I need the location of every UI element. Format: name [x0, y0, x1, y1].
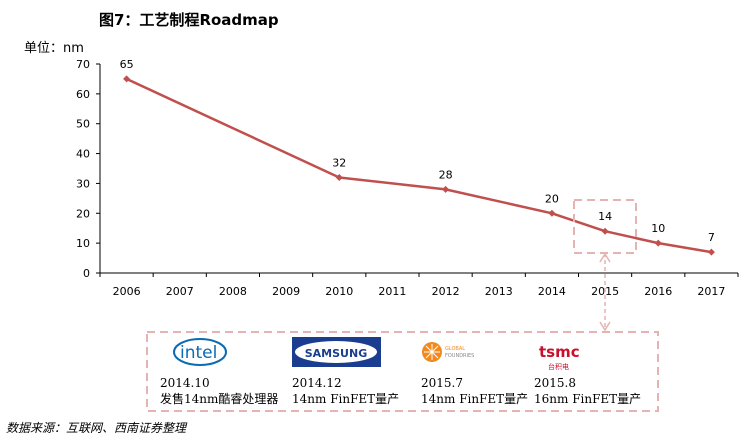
- companies-panel: [146, 331, 659, 412]
- series-line: [126, 77, 712, 254]
- data-point: [123, 75, 131, 83]
- tsmc-logo: tsmc 台积电: [539, 343, 580, 371]
- tsmc-logo-text: tsmc: [539, 343, 580, 361]
- highlight-box: [573, 199, 637, 254]
- x-tick-label: 2010: [325, 285, 353, 298]
- x-tick-label: 2013: [485, 285, 513, 298]
- data-point: [601, 227, 609, 235]
- y-tick-label: 0: [83, 267, 90, 280]
- intel-desc: 发售14nm酷睿处理器: [160, 391, 278, 406]
- y-tick-label: 70: [76, 58, 90, 71]
- x-tick-label: 2011: [378, 285, 406, 298]
- globalfoundries-logo: GLOBAL FOUNDRIES: [422, 342, 474, 362]
- data-point: [707, 248, 715, 256]
- data-labels: 65 32 28 20 14 10 7: [120, 58, 715, 244]
- data-label: 28: [439, 168, 453, 181]
- data-label: 20: [545, 192, 559, 205]
- tsmc-desc: 16nm FinFET量产: [534, 392, 641, 406]
- data-point: [335, 173, 343, 181]
- connector-arrow-top: [599, 252, 611, 263]
- y-tick-label: 50: [76, 118, 90, 131]
- series-group: [123, 75, 715, 256]
- intel-date: 2014.10: [160, 376, 210, 390]
- samsung-date: 2014.12: [292, 376, 342, 390]
- y-tick-label: 30: [76, 177, 90, 190]
- y-tick-label: 60: [76, 88, 90, 101]
- y-tick-label: 10: [76, 237, 90, 250]
- data-label: 14: [598, 210, 612, 223]
- source-note: 数据来源：互联网、西南证券整理: [6, 421, 187, 435]
- x-tick-label: 2012: [432, 285, 460, 298]
- globalfoundries-date: 2015.7: [421, 376, 463, 390]
- x-tick-label: 2014: [538, 285, 566, 298]
- data-point: [654, 239, 662, 247]
- y-tick-label: 20: [76, 207, 90, 220]
- y-tick-label: 40: [76, 148, 90, 161]
- x-tick-label: 2006: [113, 285, 141, 298]
- x-tick-label: 2016: [644, 285, 672, 298]
- samsung-logo-text: SAMSUNG: [305, 347, 367, 360]
- globalfoundries-desc: 14nm FinFET量产: [421, 392, 528, 406]
- x-tick-label: 2008: [219, 285, 247, 298]
- y-axis-unit: 单位：nm: [24, 41, 84, 56]
- data-label: 7: [708, 231, 715, 244]
- samsung-logo: SAMSUNG: [292, 337, 381, 367]
- data-label: 32: [332, 156, 346, 169]
- chart-title: 图7：工艺制程Roadmap: [99, 11, 279, 29]
- globalfoundries-logo-text-2: FOUNDRIES: [445, 353, 474, 359]
- connector-arrow-bottom: [599, 321, 611, 332]
- samsung-desc: 14nm FinFET量产: [292, 392, 399, 406]
- tsmc-logo-subtext: 台积电: [548, 362, 569, 371]
- intel-logo: intel: [173, 338, 227, 366]
- x-tick-label: 2009: [272, 285, 300, 298]
- intel-logo-text: intel: [180, 343, 217, 363]
- tsmc-date: 2015.8: [534, 376, 576, 390]
- data-point: [442, 185, 450, 193]
- data-label: 65: [120, 58, 134, 71]
- globalfoundries-logo-text-1: GLOBAL: [445, 346, 465, 352]
- data-label: 10: [651, 222, 665, 235]
- x-tick-label: 2017: [697, 285, 725, 298]
- data-point: [548, 209, 556, 217]
- x-tick-label: 2007: [166, 285, 194, 298]
